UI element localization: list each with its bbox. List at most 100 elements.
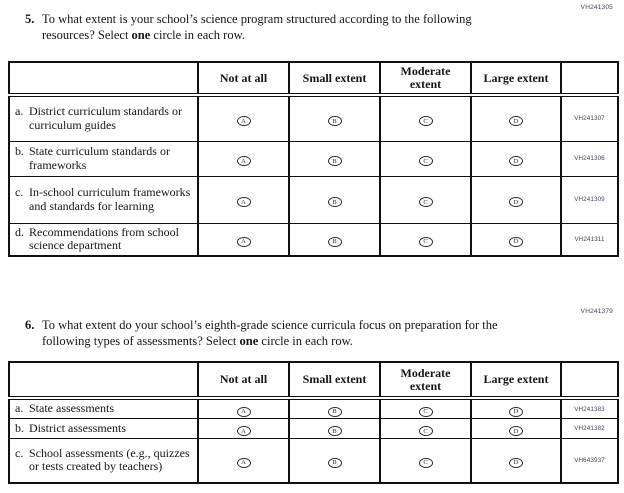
question5-accession-code: VH241305 bbox=[580, 4, 613, 11]
row-stem: c. School assessments (e.g., quizzes or t… bbox=[8, 438, 199, 483]
option-bubble-c[interactable]: C bbox=[418, 406, 433, 417]
bubble-cell[interactable]: C bbox=[379, 175, 472, 224]
option-bubble-c[interactable]: C bbox=[418, 457, 433, 468]
question6-text-bold: one bbox=[239, 333, 259, 348]
question5-text-bold: one bbox=[131, 27, 151, 42]
row-letter: a. bbox=[15, 401, 24, 416]
row-stem: a. State assessments bbox=[8, 397, 199, 419]
row-accession-code: VH241309 bbox=[560, 175, 619, 224]
row-accession-code: VH241306 bbox=[560, 140, 619, 177]
bubble-cell[interactable]: D bbox=[470, 397, 562, 419]
bubble-cell[interactable]: D bbox=[470, 222, 562, 256]
table-row: b. District assessments A B C D VH241382 bbox=[8, 418, 619, 439]
header-empty-cell bbox=[8, 61, 199, 97]
question6-text: To what extent do your school’s eighth-g… bbox=[42, 318, 545, 349]
row-stem: b. State curriculum standards or framewor… bbox=[8, 140, 199, 177]
table-header-row: Not at all Small extent Moderate extent … bbox=[8, 61, 619, 97]
option-bubble-a[interactable]: A bbox=[236, 156, 251, 166]
row-accession-code: VH241383 bbox=[560, 397, 619, 419]
option-bubble-b[interactable]: B bbox=[327, 236, 342, 247]
option-bubble-c[interactable]: C bbox=[418, 156, 433, 166]
table-row: a. District curriculum standards or curri… bbox=[8, 94, 619, 142]
header-moderate-extent: Moderate extent bbox=[379, 361, 472, 400]
option-bubble-a[interactable]: A bbox=[236, 116, 251, 127]
option-bubble-a[interactable]: A bbox=[236, 236, 251, 247]
header-empty-cell bbox=[8, 361, 199, 400]
option-bubble-b[interactable]: B bbox=[327, 116, 342, 127]
question5-text-lead: To what extent is your school’s science … bbox=[42, 12, 472, 42]
bubble-cell[interactable]: A bbox=[197, 175, 290, 224]
bubble-cell[interactable]: C bbox=[379, 222, 472, 256]
table-row: a. State assessments A B C D VH241383 bbox=[8, 397, 619, 419]
row-accession-code: VH241307 bbox=[560, 94, 619, 142]
option-bubble-c[interactable]: C bbox=[418, 236, 433, 247]
bubble-cell[interactable]: D bbox=[470, 175, 562, 224]
bubble-cell[interactable]: B bbox=[288, 222, 381, 256]
header-code-cell bbox=[560, 61, 619, 97]
bubble-cell[interactable]: B bbox=[288, 94, 381, 142]
option-bubble-b[interactable]: B bbox=[327, 156, 342, 166]
table-row: c. School assessments (e.g., quizzes or t… bbox=[8, 438, 619, 483]
question6-accession-code: VH241379 bbox=[580, 308, 613, 315]
header-large-extent: Large extent bbox=[470, 361, 562, 400]
question5-text: To what extent is your school’s science … bbox=[42, 12, 515, 43]
option-bubble-c[interactable]: C bbox=[418, 116, 433, 127]
row-accession-code: VH241382 bbox=[560, 418, 619, 439]
option-bubble-d[interactable]: D bbox=[509, 457, 523, 468]
bubble-cell[interactable]: B bbox=[288, 397, 381, 419]
option-bubble-d[interactable]: D bbox=[509, 426, 523, 436]
row-label: State assessments bbox=[29, 401, 114, 416]
option-bubble-b[interactable]: B bbox=[327, 406, 342, 417]
header-not-at-all: Not at all bbox=[197, 361, 290, 400]
option-bubble-d[interactable]: D bbox=[509, 197, 523, 207]
option-bubble-a[interactable]: A bbox=[236, 197, 251, 207]
bubble-cell[interactable]: C bbox=[379, 438, 472, 483]
bubble-cell[interactable]: C bbox=[379, 140, 472, 177]
bubble-cell[interactable]: B bbox=[288, 175, 381, 224]
bubble-cell[interactable]: A bbox=[197, 222, 290, 256]
bubble-cell[interactable]: D bbox=[470, 418, 562, 439]
option-bubble-a[interactable]: A bbox=[236, 457, 251, 468]
option-bubble-d[interactable]: D bbox=[509, 406, 523, 417]
header-moderate-extent: Moderate extent bbox=[379, 61, 472, 97]
header-large-extent: Large extent bbox=[470, 61, 562, 97]
bubble-cell[interactable]: A bbox=[197, 94, 290, 142]
bubble-cell[interactable]: C bbox=[379, 397, 472, 419]
bubble-cell[interactable]: A bbox=[197, 418, 290, 439]
bubble-cell[interactable]: D bbox=[470, 438, 562, 483]
option-bubble-d[interactable]: D bbox=[509, 156, 523, 166]
bubble-cell[interactable]: A bbox=[197, 140, 290, 177]
bubble-cell[interactable]: C bbox=[379, 94, 472, 142]
option-bubble-b[interactable]: B bbox=[327, 426, 342, 436]
header-code-cell bbox=[560, 361, 619, 400]
question5: 5. To what extent is your school’s scien… bbox=[25, 12, 515, 43]
option-bubble-a[interactable]: A bbox=[236, 426, 251, 436]
row-stem: d. Recommendations from school science de… bbox=[8, 222, 199, 256]
question5-number: 5. bbox=[25, 12, 35, 26]
row-label: State curriculum standards or frameworks bbox=[29, 144, 170, 172]
bubble-cell[interactable]: D bbox=[470, 94, 562, 142]
row-label: District curriculum standards or curricu… bbox=[29, 104, 182, 132]
bubble-cell[interactable]: B bbox=[288, 438, 381, 483]
question6-number: 6. bbox=[25, 318, 35, 332]
option-bubble-d[interactable]: D bbox=[509, 116, 523, 127]
bubble-cell[interactable]: C bbox=[379, 418, 472, 439]
bubble-cell[interactable]: B bbox=[288, 418, 381, 439]
question5-text-tail: circle in each row. bbox=[150, 27, 245, 42]
bubble-cell[interactable]: D bbox=[470, 140, 562, 177]
row-letter: c. bbox=[15, 445, 24, 460]
option-bubble-d[interactable]: D bbox=[509, 236, 523, 247]
bubble-cell[interactable]: B bbox=[288, 140, 381, 177]
option-bubble-c[interactable]: C bbox=[418, 197, 433, 207]
option-bubble-c[interactable]: C bbox=[418, 426, 433, 436]
row-label: District assessments bbox=[29, 420, 126, 435]
option-bubble-b[interactable]: B bbox=[327, 457, 342, 468]
option-bubble-a[interactable]: A bbox=[236, 406, 251, 417]
row-stem: a. District curriculum standards or curri… bbox=[8, 94, 199, 142]
bubble-cell[interactable]: A bbox=[197, 438, 290, 483]
row-accession-code: VH241311 bbox=[560, 222, 619, 256]
option-bubble-b[interactable]: B bbox=[327, 197, 342, 207]
table-row: d. Recommendations from school science de… bbox=[8, 222, 619, 256]
row-letter: d. bbox=[15, 224, 24, 239]
bubble-cell[interactable]: A bbox=[197, 397, 290, 419]
